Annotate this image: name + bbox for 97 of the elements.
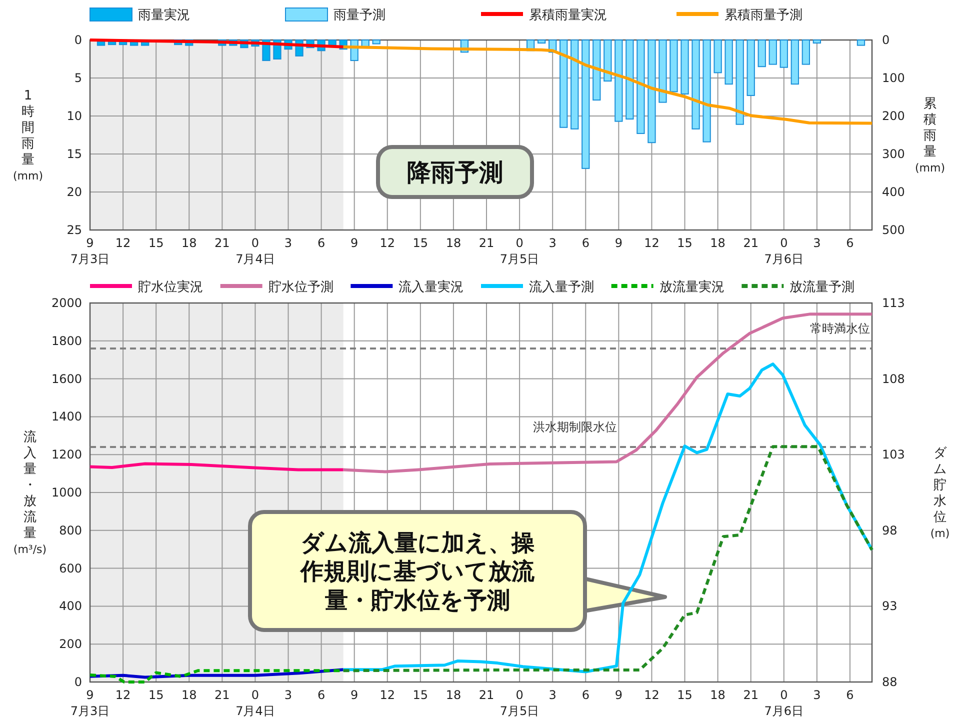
x-tick-label: 12 <box>644 236 660 250</box>
x-tick-label: 15 <box>412 688 428 702</box>
y2-tick-label: 108 <box>882 372 905 386</box>
x-tick-label: 9 <box>350 236 358 250</box>
ref-line-label: 洪水期制限水位 <box>532 420 617 434</box>
x-tick-label: 3 <box>548 236 556 250</box>
x-tick-label: 21 <box>214 236 230 250</box>
y2-tick-label: 200 <box>882 109 905 123</box>
legend-label: 放流量予測 <box>790 279 855 295</box>
legend-label: 累積雨量実況 <box>529 7 607 23</box>
y-tick-label: 25 <box>66 223 82 237</box>
x-tick-label: 0 7月4日 <box>236 236 275 266</box>
y2-tick-label: 300 <box>882 147 905 161</box>
x-tick-label: 6 <box>582 688 590 702</box>
x-tick-label: 6 <box>317 688 326 702</box>
x-tick-label: 6 <box>846 236 854 250</box>
legend-label: 累積雨量予測 <box>724 8 802 23</box>
y-tick-label: 2000 <box>51 296 82 310</box>
x-tick-label: 15 <box>677 236 692 250</box>
x-tick-label: 3 <box>548 688 556 702</box>
y2-axis-title: 累積雨量(mm) <box>914 96 946 175</box>
x-tick-label: 18 <box>181 236 197 250</box>
callout: ダム流入量に加え、操作規則に基づいて放流量・貯水位を予測 <box>248 510 667 632</box>
y-tick-label: 5 <box>74 71 82 85</box>
x-tick-label: 12 <box>644 688 660 702</box>
x-tick-label: 9 7月3日 <box>70 236 110 266</box>
x-tick-label: 18 <box>710 688 726 702</box>
x-tick-label: 18 <box>181 688 197 702</box>
legend-label: 貯水位実況 <box>138 279 203 295</box>
y-tick-label: 200 <box>59 637 82 652</box>
y-axis-title: 1時間雨量(mm) <box>12 88 44 183</box>
x-tick-label: 15 <box>148 688 164 702</box>
x-tick-label: 12 <box>115 688 131 702</box>
y2-tick-label: 93 <box>882 599 898 614</box>
x-tick-label: 0 7月6日 <box>764 688 804 718</box>
x-tick-label: 12 <box>380 688 396 702</box>
x-tick-label: 15 <box>677 688 692 702</box>
y2-tick-label: 400 <box>882 185 905 199</box>
y-tick-label: 600 <box>59 561 82 576</box>
legend-label: 流入量実況 <box>398 279 464 295</box>
y2-tick-label: 100 <box>882 71 905 85</box>
y-tick-label: 800 <box>59 523 82 538</box>
x-tick-label: 0 7月6日 <box>764 236 804 266</box>
y-tick-label: 1000 <box>51 486 82 500</box>
y-tick-label: 400 <box>59 599 82 614</box>
callout: 降雨予測 <box>376 145 534 199</box>
x-tick-label: 9 <box>350 688 358 702</box>
y-tick-label: 1800 <box>51 334 82 348</box>
y-tick-label: 1600 <box>51 372 82 386</box>
x-tick-label: 12 <box>380 236 396 250</box>
x-tick-label: 6 <box>846 688 854 702</box>
x-tick-label: 21 <box>478 688 494 702</box>
legend-label: 雨量予測 <box>334 8 386 23</box>
y-tick-label: 15 <box>66 147 82 161</box>
x-tick-label: 21 <box>478 236 494 250</box>
x-tick-label: 0 7月5日 <box>500 236 540 266</box>
x-tick-label: 9 <box>614 688 622 702</box>
y2-tick-label: 500 <box>882 223 905 237</box>
y2-tick-label: 113 <box>882 296 905 310</box>
x-tick-label: 21 <box>743 688 758 702</box>
annotation: ダム流入量に加え、操作規則に基づいて放流量・貯水位を予測 <box>300 529 536 614</box>
x-tick-label: 15 <box>412 236 428 250</box>
y2-axis-title: ダム貯水位(m) <box>930 446 950 540</box>
y2-tick-label: 103 <box>882 448 905 462</box>
y2-tick-label: 0 <box>882 33 890 47</box>
legend-label: 放流量実況 <box>659 279 724 295</box>
y2-tick-label: 88 <box>882 675 898 689</box>
x-tick-label: 18 <box>446 688 462 702</box>
legend-label: 流入量予測 <box>529 279 594 295</box>
x-tick-label: 21 <box>743 236 758 250</box>
y-tick-label: 10 <box>66 109 82 123</box>
y-tick-label: 20 <box>66 185 82 199</box>
y-tick-label: 1400 <box>51 410 82 424</box>
ref-line-label: 常時満水位 <box>810 321 870 336</box>
x-tick-label: 15 <box>148 236 164 250</box>
x-tick-label: 9 7月3日 <box>70 688 110 718</box>
x-tick-label: 12 <box>115 236 131 250</box>
legend-label: 雨量実況 <box>138 7 190 23</box>
x-tick-label: 6 <box>317 236 326 250</box>
y-axis-title: 流入量・放流量(m³/s) <box>13 429 47 556</box>
x-tick-label: 3 <box>813 688 821 702</box>
x-tick-label: 18 <box>710 236 726 250</box>
x-tick-label: 9 <box>614 236 622 250</box>
legend-label: 貯水位予測 <box>268 280 334 295</box>
x-tick-label: 3 <box>284 688 292 702</box>
x-tick-label: 18 <box>446 236 462 250</box>
x-tick-label: 6 <box>582 236 590 250</box>
x-tick-label: 21 <box>214 688 230 702</box>
y-tick-label: 0 <box>74 675 82 689</box>
x-tick-label: 3 <box>284 236 292 250</box>
y2-tick-label: 98 <box>882 523 898 538</box>
x-tick-label: 0 7月5日 <box>500 688 540 718</box>
annotation: 降雨予測 <box>407 158 503 186</box>
y-tick-label: 1200 <box>51 448 82 462</box>
x-tick-label: 3 <box>813 236 821 250</box>
x-tick-label: 0 7月4日 <box>236 688 275 718</box>
y-tick-label: 0 <box>74 33 82 47</box>
